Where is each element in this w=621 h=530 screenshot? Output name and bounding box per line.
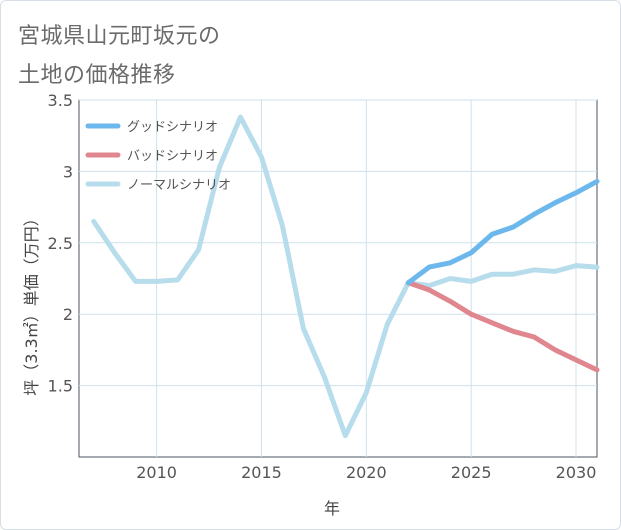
series-line-1	[405, 280, 600, 373]
x-tick-label: 2030	[556, 463, 597, 482]
legend-label: グッドシナリオ	[127, 120, 218, 135]
series-lines	[91, 114, 600, 439]
chart-title-line-1: 宮城県山元町坂元の	[18, 24, 221, 49]
y-tick-label: 3	[63, 162, 73, 181]
legend-label: ノーマルシナリオ	[127, 178, 231, 193]
x-tick-label: 2020	[346, 463, 387, 482]
chart-title-line-2: 土地の価格推移	[18, 63, 176, 88]
y-tick-label: 2	[63, 305, 73, 324]
series-line-0	[405, 178, 600, 286]
legend-label: バッドシナリオ	[127, 149, 218, 164]
x-tick-label: 2025	[451, 463, 492, 482]
y-tick-label: 2.5	[48, 234, 73, 253]
x-tick-label: 2010	[136, 463, 177, 482]
y-axis-label: 坪（3.3㎡）単価（万円）	[22, 210, 41, 395]
y-axis-ticks: 1.5 2 2.5 3 3.5	[48, 91, 73, 396]
y-tick-label: 3.5	[48, 91, 73, 110]
x-axis-ticks: 2010 2015 2020 2025 2030	[136, 463, 596, 482]
y-tick-label: 1.5	[48, 377, 73, 396]
x-tick-label: 2015	[241, 463, 282, 482]
x-axis-label: 年	[324, 499, 340, 518]
